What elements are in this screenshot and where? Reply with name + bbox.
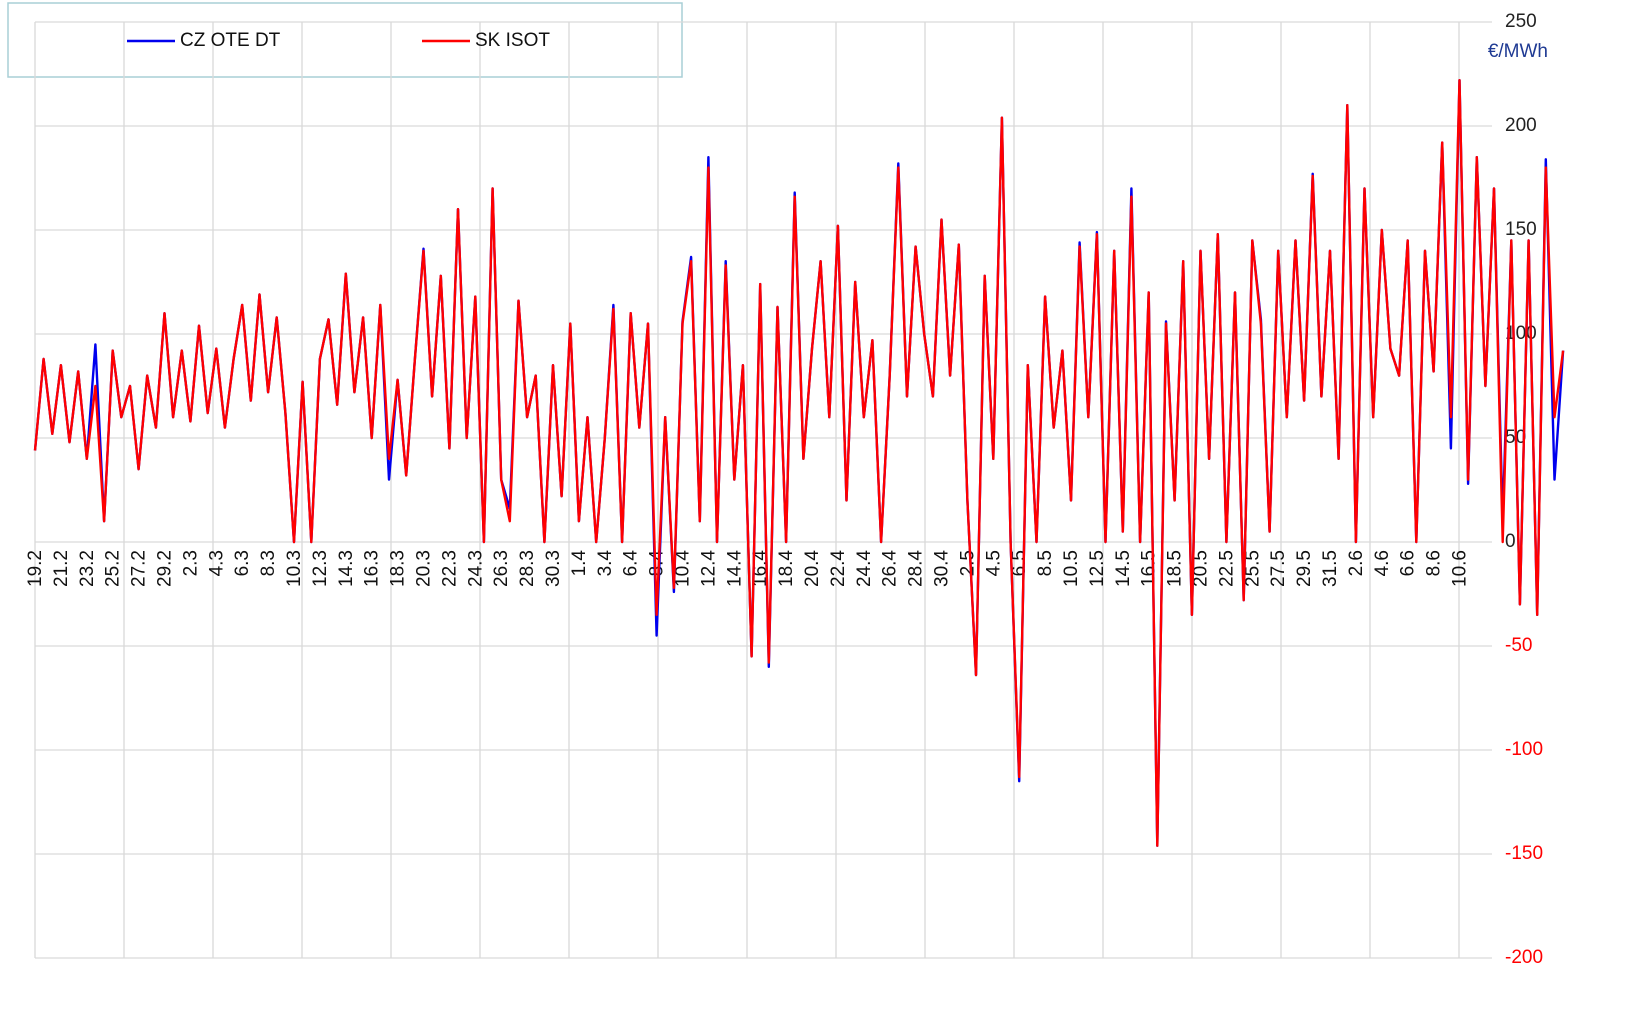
x-tick-label: 27.5 [1268,550,1289,587]
y-tick-label: 250 [1505,11,1537,32]
x-tick-label: 6.3 [232,550,253,576]
x-tick-label: 25.5 [1242,550,1263,587]
legend-label: CZ OTE DT [180,30,281,51]
x-tick-label: 12.3 [310,550,331,587]
x-tick-label: 16.5 [1139,550,1160,587]
y-tick-label: 150 [1505,219,1537,240]
x-tick-label: 10.6 [1450,550,1471,587]
y-tick-label: -100 [1505,739,1543,760]
x-tick-label: 20.5 [1191,550,1212,587]
x-tick-label: 8.4 [647,550,668,577]
x-tick-label: 22.4 [828,550,849,587]
x-tick-label: 27.2 [129,550,150,587]
x-tick-label: 10.5 [1061,550,1082,587]
series-line [33,79,1565,847]
x-tick-label: 12.4 [698,550,719,587]
x-tick-label: 20.3 [414,550,435,587]
x-tick-label: 2.3 [180,550,201,576]
x-tick-label: 8.5 [1035,550,1056,576]
x-tick-label: 21.2 [51,550,72,587]
x-tick-label: 29.2 [155,550,176,587]
y-tick-label: -150 [1505,843,1543,864]
x-tick-label: 6.4 [621,550,642,577]
x-tick-label: 31.5 [1320,550,1341,587]
x-tick-label: 18.3 [388,550,409,587]
x-tick-label: 18.5 [1165,550,1186,587]
x-tick-label: 8.3 [258,550,279,576]
legend-box [7,2,683,78]
y-tick-label: -50 [1505,635,1532,656]
x-tick-label: 28.3 [517,550,538,587]
x-tick-label: 14.3 [336,550,357,587]
x-tick-label: 10.3 [284,550,305,587]
x-tick-label: 30.4 [932,550,953,587]
x-tick-label: 23.2 [77,550,98,587]
x-tick-label: 2.6 [1346,550,1367,576]
x-tick-label: 26.4 [880,550,901,587]
y-unit: €/MWh [1488,41,1548,62]
x-tick-label: 28.4 [906,550,927,587]
x-tick-label: 20.4 [802,550,823,587]
x-tick-label: 16.3 [362,550,383,587]
x-tick-label: 24.3 [465,550,486,587]
x-tick-label: 4.5 [983,550,1004,576]
x-tick-label: 26.3 [491,550,512,587]
x-tick-label: 6.6 [1398,550,1419,576]
x-tick-label: 10.4 [673,550,694,587]
y-tick-label: -200 [1505,947,1543,968]
x-tick-label: 8.6 [1424,550,1445,576]
x-tick-label: 22.5 [1216,550,1237,587]
x-tick-label: 4.6 [1372,550,1393,576]
x-tick-label: 30.3 [543,550,564,587]
legend-label: SK ISOT [475,30,550,51]
x-tick-label: 3.4 [595,550,616,577]
x-tick-label: 4.3 [206,550,227,576]
x-tick-label: 14.4 [724,550,745,587]
x-tick-label: 24.4 [854,550,875,587]
x-tick-label: 25.2 [103,550,124,587]
x-tick-label: 29.5 [1294,550,1315,587]
series-line [33,79,1565,847]
x-tick-label: 2.5 [957,550,978,576]
x-tick-label: 22.3 [439,550,460,587]
y-tick-label: 0 [1505,531,1516,552]
y-tick-label: 200 [1505,115,1537,136]
x-tick-label: 19.2 [25,550,46,587]
x-tick-label: 18.4 [776,550,797,587]
x-tick-label: 1.4 [569,550,590,577]
x-tick-label: 12.5 [1087,550,1108,587]
x-tick-label: 14.5 [1113,550,1134,587]
